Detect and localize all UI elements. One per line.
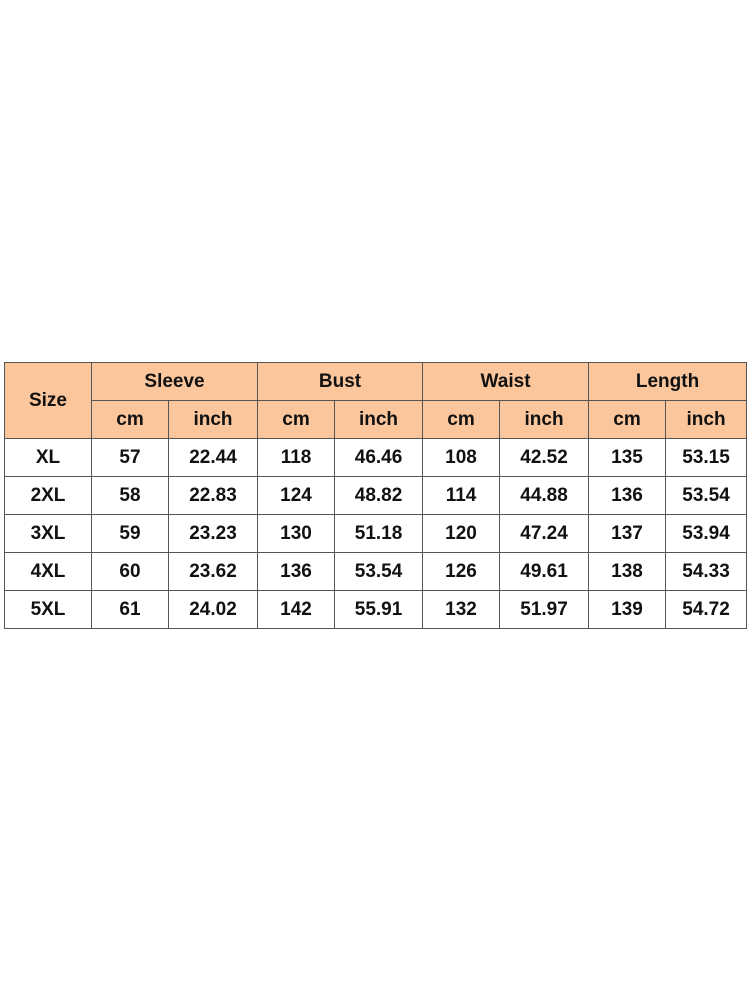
bust-inch-cell: 48.82 (334, 476, 424, 515)
length-cm-cell: 136 (588, 476, 667, 515)
header-unit-row: cm inch cm inch cm inch cm inch (5, 400, 748, 439)
sleeve-inch-cell: 22.44 (167, 438, 259, 477)
waist-inch-cell: 42.52 (499, 438, 590, 477)
sleeve-cm-cell: 60 (91, 552, 169, 591)
size-header: Size (4, 362, 92, 439)
bust-cm-cell: 118 (257, 438, 336, 477)
length-inch-cell: 53.54 (665, 476, 748, 515)
length-cm-cell: 135 (588, 438, 667, 477)
waist-cm-cell: 132 (422, 590, 501, 629)
sleeve-cm-cell: 58 (91, 476, 169, 515)
size-cell: 5XL (4, 590, 92, 629)
header-group-row: Size Sleeve Bust Waist Length (4, 362, 748, 439)
size-cell: 2XL (4, 476, 92, 515)
table-row: 3XL 59 23.23 130 51.18 120 47.24 137 53.… (4, 514, 748, 553)
waist-inch-cell: 49.61 (499, 552, 590, 591)
length-header: Length (588, 362, 748, 401)
sleeve-inch-header: inch (167, 400, 259, 439)
table-row: 5XL 61 24.02 142 55.91 132 51.97 139 54.… (4, 590, 748, 629)
sleeve-header: Sleeve (90, 362, 259, 401)
waist-cm-cell: 108 (422, 438, 501, 477)
size-cell: 4XL (4, 552, 92, 591)
bust-inch-cell: 53.54 (334, 552, 424, 591)
sleeve-inch-cell: 23.23 (167, 514, 259, 553)
bust-cm-cell: 124 (257, 476, 336, 515)
length-inch-header: inch (665, 400, 748, 439)
length-cm-cell: 139 (588, 590, 667, 629)
bust-inch-cell: 55.91 (334, 590, 424, 629)
length-inch-cell: 53.15 (665, 438, 748, 477)
bust-cm-cell: 136 (257, 552, 336, 591)
table-header: Size Sleeve Bust Waist Length cm inch cm… (4, 362, 748, 439)
sleeve-cm-cell: 57 (91, 438, 169, 477)
size-cell: 3XL (4, 514, 92, 553)
bust-inch-header: inch (334, 400, 424, 439)
sleeve-cm-cell: 59 (91, 514, 169, 553)
bust-cm-cell: 130 (257, 514, 336, 553)
waist-cm-header: cm (422, 400, 501, 439)
waist-cm-cell: 126 (422, 552, 501, 591)
bust-cm-header: cm (257, 400, 336, 439)
table-body: XL 57 22.44 118 46.46 108 42.52 135 53.1… (4, 438, 748, 629)
length-inch-cell: 53.94 (665, 514, 748, 553)
sleeve-cm-cell: 61 (91, 590, 169, 629)
size-cell: XL (4, 438, 92, 477)
sleeve-cm-header: cm (91, 400, 169, 439)
bust-inch-cell: 51.18 (334, 514, 424, 553)
length-cm-cell: 138 (588, 552, 667, 591)
bust-cm-cell: 142 (257, 590, 336, 629)
waist-header: Waist (422, 362, 590, 401)
table-row: XL 57 22.44 118 46.46 108 42.52 135 53.1… (4, 438, 748, 477)
waist-inch-cell: 47.24 (499, 514, 590, 553)
sleeve-inch-cell: 22.83 (167, 476, 259, 515)
length-inch-cell: 54.33 (665, 552, 748, 591)
waist-cm-cell: 114 (422, 476, 501, 515)
waist-cm-cell: 120 (422, 514, 501, 553)
waist-inch-cell: 44.88 (499, 476, 590, 515)
length-cm-header: cm (588, 400, 667, 439)
waist-inch-header: inch (499, 400, 590, 439)
length-cm-cell: 137 (588, 514, 667, 553)
table-row: 2XL 58 22.83 124 48.82 114 44.88 136 53.… (4, 476, 748, 515)
sleeve-inch-cell: 24.02 (167, 590, 259, 629)
bust-header: Bust (257, 362, 424, 401)
bust-inch-cell: 46.46 (334, 438, 424, 477)
length-inch-cell: 54.72 (665, 590, 748, 629)
size-chart-table: Size Sleeve Bust Waist Length cm inch cm… (4, 362, 748, 629)
waist-inch-cell: 51.97 (499, 590, 590, 629)
table-row: 4XL 60 23.62 136 53.54 126 49.61 138 54.… (4, 552, 748, 591)
sleeve-inch-cell: 23.62 (167, 552, 259, 591)
